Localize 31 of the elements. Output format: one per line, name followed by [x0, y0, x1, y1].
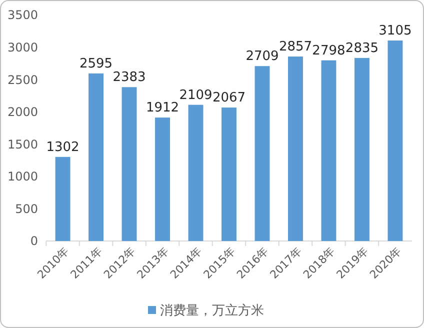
- bar: [388, 40, 403, 241]
- y-tick-label: 1000: [7, 170, 38, 184]
- bar: [254, 66, 270, 241]
- bar: [288, 56, 303, 241]
- bar: [321, 60, 336, 241]
- data-label: 2595: [79, 56, 113, 72]
- y-tick-label: 2500: [7, 72, 38, 87]
- bar: [155, 118, 170, 241]
- y-tick-label: 2000: [7, 105, 38, 120]
- bar: [55, 156, 70, 241]
- bar: [222, 108, 236, 241]
- data-label: 2067: [212, 90, 246, 106]
- data-label: 2857: [278, 40, 312, 55]
- data-label: 1302: [46, 140, 80, 155]
- data-label: 2835: [345, 40, 379, 56]
- data-label: 2798: [312, 43, 346, 58]
- data-label: 2109: [179, 88, 212, 103]
- data-label: 1912: [146, 100, 180, 116]
- y-tick-label: 1500: [7, 137, 38, 152]
- bar: [122, 87, 137, 241]
- bar: [88, 73, 104, 241]
- data-label: 2709: [246, 49, 279, 64]
- data-label: 2383: [112, 70, 146, 86]
- y-tick-label: 3500: [7, 8, 38, 22]
- y-tick-label: 3000: [7, 40, 38, 54]
- y-tick-label: 500: [15, 202, 38, 216]
- legend-label: 消费量，万立方米: [160, 302, 264, 319]
- data-label: 3105: [378, 24, 412, 39]
- bar: [354, 58, 370, 241]
- y-tick-label: 0: [30, 234, 38, 248]
- bar: [188, 104, 204, 241]
